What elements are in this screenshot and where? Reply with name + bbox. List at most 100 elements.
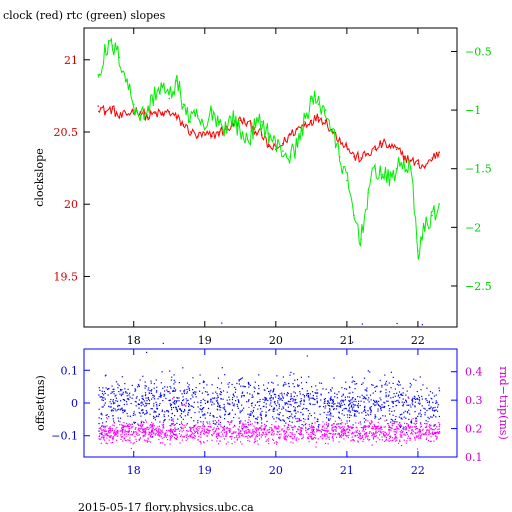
- scatter-point-offset: [357, 406, 359, 409]
- scatter-point-rnd-trip: [236, 434, 238, 437]
- scatter-point-offset: [203, 380, 205, 382]
- scatter-point-offset: [195, 387, 197, 389]
- scatter-point-offset: [273, 388, 275, 390]
- scatter-point-offset: [294, 415, 296, 417]
- scatter-point-rnd-trip: [305, 426, 307, 429]
- scatter-point-offset: [310, 415, 312, 417]
- scatter-point-offset: [192, 391, 194, 394]
- scatter-point-rnd-trip: [106, 443, 108, 445]
- scatter-point-rnd-trip: [374, 433, 376, 435]
- scatter-point-rnd-trip: [230, 421, 232, 423]
- y2-tick-label: −1: [465, 104, 481, 117]
- scatter-point-rnd-trip: [312, 428, 314, 430]
- scatter-point-offset: [252, 415, 255, 417]
- scatter-point-offset: [226, 391, 228, 393]
- scatter-point-rnd-trip: [396, 432, 398, 434]
- scatter-point-offset: [199, 374, 201, 376]
- scatter-point-rnd-trip: [287, 434, 289, 436]
- scatter-point-offset: [351, 381, 353, 383]
- scatter-point-rnd-trip: [159, 431, 161, 433]
- scatter-point-rnd-trip: [400, 434, 402, 437]
- scatter-point-offset: [364, 408, 366, 410]
- scatter-point-rnd-trip: [422, 433, 425, 435]
- y-tick-label: 0: [71, 397, 78, 410]
- scatter-point-rnd-trip: [99, 427, 101, 429]
- scatter-point-rnd-trip: [259, 427, 261, 429]
- scatter-point-rnd-trip: [181, 439, 183, 441]
- scatter-point-rnd-trip: [221, 433, 224, 435]
- scatter-point-offset: [346, 420, 348, 422]
- scatter-point-rnd-trip: [349, 429, 351, 431]
- scatter-point-offset: [142, 398, 144, 400]
- scatter-point-rnd-trip: [125, 425, 127, 427]
- scatter-point-rnd-trip: [346, 435, 348, 437]
- scatter-point-offset: [117, 383, 119, 385]
- scatter-point-rnd-trip: [410, 419, 413, 421]
- scatter-point-rnd-trip: [174, 430, 176, 432]
- scatter-point-offset: [426, 387, 428, 389]
- scatter-point-rnd-trip: [210, 426, 212, 428]
- scatter-point-rnd-trip: [182, 427, 184, 429]
- scatter-point-offset: [179, 415, 181, 417]
- scatter-point-offset: [338, 411, 340, 413]
- scatter-point-rnd-trip: [223, 427, 225, 429]
- scatter-point-offset: [348, 400, 350, 402]
- scatter-point-rnd-trip: [169, 430, 171, 432]
- scatter-point-rnd-trip: [192, 436, 194, 438]
- scatter-point-rnd-trip: [138, 438, 140, 440]
- scatter-point-rnd-trip: [324, 430, 326, 432]
- scatter-point-offset: [173, 390, 175, 392]
- scatter-point-offset: [161, 409, 164, 411]
- scatter-point-offset: [380, 390, 382, 392]
- scatter-point-offset: [421, 398, 423, 400]
- scatter-point-offset: [102, 422, 104, 424]
- scatter-point-rnd-trip: [250, 432, 252, 434]
- scatter-point-offset: [412, 400, 414, 402]
- scatter-point-offset: [100, 412, 103, 414]
- scatter-point-rnd-trip: [411, 429, 414, 431]
- scatter-point-rnd-trip: [407, 425, 409, 427]
- scatter-point-rnd-trip: [106, 425, 108, 427]
- scatter-point-rnd-trip: [131, 433, 133, 435]
- scatter-point-offset: [403, 401, 405, 403]
- scatter-point-rnd-trip: [105, 417, 108, 419]
- scatter-point-rnd-trip: [130, 427, 132, 429]
- scatter-point-rnd-trip: [381, 427, 383, 429]
- scatter-point-rnd-trip: [205, 432, 207, 434]
- scatter-point-offset: [220, 398, 222, 400]
- scatter-point-rnd-trip: [260, 436, 262, 438]
- scatter-point-rnd-trip: [104, 433, 106, 435]
- scatter-point-offset: [293, 406, 295, 408]
- scatter-point-rnd-trip: [205, 428, 207, 430]
- scatter-point-rnd-trip: [375, 431, 377, 433]
- scatter-point-offset: [348, 414, 351, 416]
- scatter-point-rnd-trip: [258, 431, 260, 434]
- scatter-point-rnd-trip: [290, 441, 292, 443]
- scatter-point-offset: [222, 398, 224, 400]
- scatter-point-offset: [199, 416, 201, 418]
- scatter-point-rnd-trip: [328, 432, 331, 434]
- scatter-point-offset: [354, 380, 356, 383]
- scatter-point-rnd-trip: [308, 435, 310, 437]
- scatter-point-rnd-trip: [100, 432, 102, 434]
- scatter-point-offset: [187, 402, 190, 405]
- scatter-point-rnd-trip: [198, 435, 200, 438]
- scatter-point-offset: [133, 421, 135, 423]
- scatter-point-offset: [219, 421, 221, 424]
- scatter-point-rnd-trip: [181, 431, 183, 433]
- scatter-point-rnd-trip: [326, 430, 328, 432]
- scatter-point-offset: [372, 384, 374, 386]
- scatter-point-offset: [280, 419, 282, 422]
- scatter-point-offset: [276, 417, 278, 419]
- scatter-point-offset: [179, 409, 182, 411]
- scatter-offset: [98, 322, 441, 438]
- scatter-point-offset: [184, 415, 186, 417]
- scatter-point-offset: [303, 400, 305, 403]
- scatter-point-offset: [273, 407, 275, 409]
- scatter-point-offset: [157, 398, 159, 400]
- scatter-point-rnd-trip: [317, 438, 319, 440]
- scatter-point-rnd-trip: [204, 432, 206, 434]
- scatter-point-offset: [398, 416, 400, 418]
- scatter-point-rnd-trip: [315, 437, 317, 439]
- scatter-point-offset: [251, 402, 253, 404]
